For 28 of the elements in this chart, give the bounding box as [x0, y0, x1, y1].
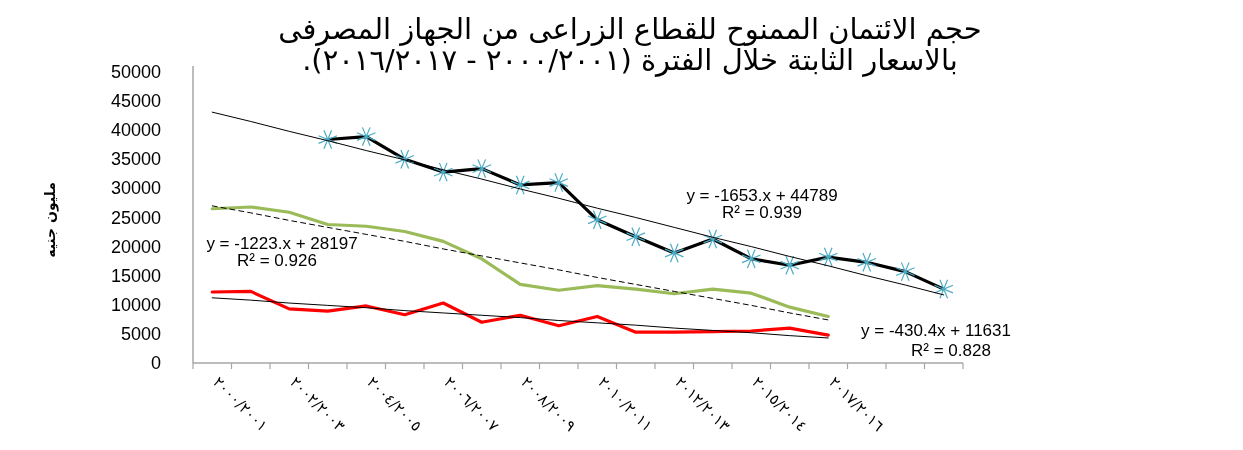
- annotation: R² = 0.926: [237, 251, 317, 270]
- annotation: y = -430.4x + 11631: [861, 321, 1011, 340]
- x-tick-label: ٢٠١٥/٢٠١٤: [748, 373, 811, 435]
- y-tick-label: 5000: [120, 323, 161, 344]
- y-tick-label: 10000: [110, 294, 161, 315]
- y-tick-label: 45000: [110, 91, 161, 112]
- x-tick-label: ٢٠١٢/٢٠١٣: [671, 373, 734, 435]
- y-tick-label: 50000: [110, 62, 161, 82]
- x-tick-label: ٢٠٠٤/٢٠٠٥: [363, 373, 426, 435]
- annotation: y = -1223.x + 28197: [206, 234, 358, 253]
- y-tick-label: 30000: [110, 178, 161, 199]
- x-tick-label: ٢٠٠٨/٢٠٠٩: [517, 373, 580, 435]
- annotation: R² = 0.939: [722, 203, 802, 222]
- y-tick-label: 15000: [110, 265, 161, 286]
- y-tick-label: 35000: [110, 149, 161, 170]
- x-tick-label: ٢٠٠٠/٢٠٠١: [209, 373, 272, 435]
- y-axis-title: مليون جنيه: [42, 182, 59, 258]
- y-tick-label: 40000: [110, 120, 161, 141]
- x-tick-label: ٢٠١٠/٢٠١١: [594, 373, 657, 435]
- chart-title: حجم الائتمان الممنوح للقطاع الزراعى من الجهاز المصرفى بالاسعار الثابتة خلال الفترة (٢٠٠٠/٢٠٠١ - ٢٠١٦/٢٠١٧).: [277, 12, 983, 77]
- y-tick-label: 20000: [110, 236, 161, 257]
- x-tick-label: ٢٠١٧/٢٠١٦: [825, 373, 888, 435]
- annotation: y = -1653.x + 44789: [686, 186, 838, 205]
- x-tick-label: ٢٠٠٢/٢٠٠٣: [286, 373, 349, 435]
- annotation: R² = 0.828: [911, 341, 991, 360]
- x-tick-label: ٢٠٠٦/٢٠٠٧: [440, 373, 503, 435]
- y-tick-label: 25000: [110, 207, 161, 228]
- y-tick-label: 0: [150, 353, 161, 373]
